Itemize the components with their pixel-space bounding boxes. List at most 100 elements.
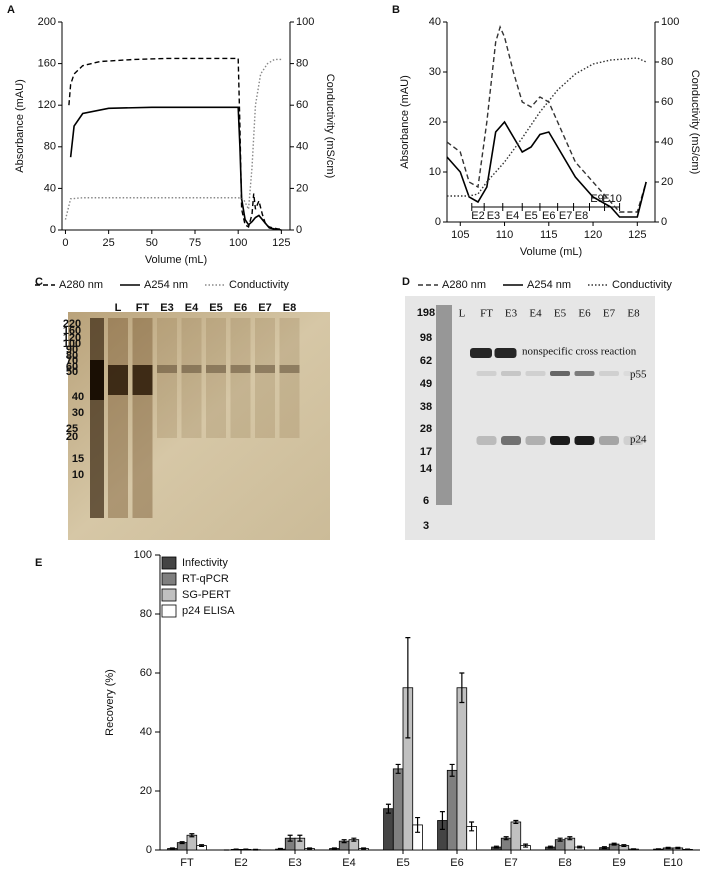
y-axis-title: Absorbance (mAU) xyxy=(14,79,26,173)
legend-label: A254 nm xyxy=(144,279,188,291)
gel-lane xyxy=(133,318,153,518)
gel-lane xyxy=(255,318,275,438)
legend-label: A280 nm xyxy=(59,279,103,291)
gel-band xyxy=(526,436,546,445)
legend-swatch xyxy=(162,589,176,601)
error-bar xyxy=(332,848,337,849)
lane-label: E5 xyxy=(209,302,222,314)
bar xyxy=(187,835,197,850)
gel-ladder xyxy=(90,318,104,518)
y-tick-label: 40 xyxy=(429,16,441,28)
error-bar xyxy=(361,848,366,849)
lane-label: E5 xyxy=(554,308,567,320)
x-tick-label: E10 xyxy=(663,857,683,869)
lane-label: E7 xyxy=(258,302,271,314)
legend-label: RT-qPCR xyxy=(182,573,229,585)
panel-label: A xyxy=(7,4,15,16)
lane-label: E6 xyxy=(578,308,591,320)
y-tick-label: 0 xyxy=(50,224,56,236)
error-bar xyxy=(685,849,690,850)
gel-band xyxy=(477,436,497,445)
gel-band xyxy=(550,371,570,376)
x-tick-label: 110 xyxy=(496,229,514,241)
fraction-label: E6 xyxy=(542,210,555,222)
x-tick-label: 120 xyxy=(584,229,602,241)
marker-label: 50 xyxy=(66,366,78,378)
gel-band xyxy=(280,365,300,373)
y-tick-label: 40 xyxy=(140,726,152,738)
x-tick-label: E2 xyxy=(234,857,247,869)
legend-label: Infectivity xyxy=(182,557,228,569)
error-bar xyxy=(278,849,283,850)
panel-label: E xyxy=(35,557,42,569)
marker-label: 14 xyxy=(420,463,433,475)
x-tick-label: 105 xyxy=(451,229,469,241)
panel-label: D xyxy=(402,276,410,288)
gel-band xyxy=(526,371,546,376)
marker-label: 6 xyxy=(423,495,429,507)
gel-lane xyxy=(157,318,177,438)
lane-label: FT xyxy=(480,308,493,320)
panel-label: B xyxy=(392,4,400,16)
marker-label: 3 xyxy=(423,520,429,532)
gel-band xyxy=(157,365,177,373)
marker-label: 38 xyxy=(420,401,432,413)
error-bar xyxy=(234,849,239,850)
gel-band xyxy=(495,348,517,358)
y2-tick-label: 0 xyxy=(661,216,667,228)
band-annotation: nonspecific cross reaction xyxy=(522,346,637,358)
gel-lane xyxy=(182,318,202,438)
x-tick-label: 50 xyxy=(146,237,158,249)
gel-band xyxy=(470,348,492,358)
x-tick-label: 125 xyxy=(628,229,646,241)
gel-band xyxy=(133,365,153,395)
error-bar xyxy=(243,849,248,850)
band-annotation: p24 xyxy=(630,434,647,446)
lane-label: E3 xyxy=(160,302,173,314)
legend-label: p24 ELISA xyxy=(182,605,235,617)
fraction-label: E2 xyxy=(471,210,484,222)
y-tick-label: 100 xyxy=(134,549,152,561)
gel-band xyxy=(206,365,226,373)
y-tick-label: 20 xyxy=(429,116,441,128)
legend-label: Conductivity xyxy=(612,279,672,291)
y2-tick-label: 100 xyxy=(661,16,679,28)
x-tick-label: E6 xyxy=(450,857,463,869)
legend-label: SG-PERT xyxy=(182,589,231,601)
y-tick-label: 20 xyxy=(140,785,152,797)
y-tick-label: 120 xyxy=(38,99,56,111)
legend-label: Conductivity xyxy=(229,279,289,291)
x-tick-label: E8 xyxy=(558,857,571,869)
lane-label: E6 xyxy=(234,302,247,314)
fraction-label: E4 xyxy=(506,210,519,222)
lane-label: FT xyxy=(136,302,150,314)
y2-tick-label: 80 xyxy=(296,58,308,70)
marker-label: 198 xyxy=(417,307,435,319)
x-axis-title: Volume (mL) xyxy=(520,246,582,258)
x-tick-label: E9 xyxy=(612,857,625,869)
gel-lane xyxy=(206,318,226,438)
gel-lane xyxy=(231,318,251,438)
x-tick-label: 25 xyxy=(103,237,115,249)
marker-label: 49 xyxy=(420,378,432,390)
series-line xyxy=(447,27,646,212)
x-tick-label: E4 xyxy=(342,857,355,869)
fraction-label: E3 xyxy=(487,210,500,222)
lane-label: E4 xyxy=(529,308,542,320)
y-tick-label: 10 xyxy=(429,166,441,178)
gel-band xyxy=(477,371,497,376)
y2-tick-label: 60 xyxy=(296,99,308,111)
marker-label: 20 xyxy=(66,431,78,443)
legend-swatch xyxy=(162,557,176,569)
gel-lane xyxy=(280,318,300,438)
axis-frame xyxy=(160,555,700,850)
x-tick-label: 0 xyxy=(62,237,68,249)
bar xyxy=(447,770,457,850)
x-tick-label: 115 xyxy=(540,229,558,241)
error-bar xyxy=(253,849,258,850)
gel-band xyxy=(575,436,595,445)
error-bar xyxy=(666,847,671,848)
series-line xyxy=(71,107,282,230)
error-bar xyxy=(170,848,175,849)
gel-ladder xyxy=(436,305,452,505)
